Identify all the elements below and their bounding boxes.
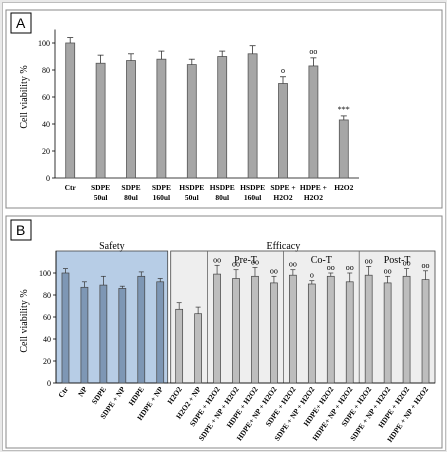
panel-b-bar	[99, 284, 108, 384]
panel-a-y-tick-label: 80	[42, 66, 50, 75]
panel-b-bar	[175, 308, 184, 384]
panel-a-x-tick-label: SDPE	[121, 183, 140, 192]
panel-b-x-tick-label: NP	[76, 385, 89, 399]
panel-b-bar	[364, 274, 373, 384]
group-label: Pre-T	[234, 255, 257, 266]
panel-a-bar	[156, 58, 167, 179]
panel-b-border	[5, 215, 443, 449]
panel-a-y-tick-label: 0	[46, 174, 50, 183]
panel-b-bar	[137, 275, 146, 384]
panel-a-bar	[338, 119, 349, 179]
panel-a-x-tick-label: H2O2	[273, 193, 292, 202]
efficacy-background	[170, 250, 436, 384]
panel-b-y-tick-label: 60	[43, 313, 51, 322]
panel-b-bar	[289, 274, 297, 384]
panel-a-y-tick-label: 20	[42, 147, 50, 156]
panel-a-bar	[247, 53, 258, 179]
panel-b-bar	[194, 313, 202, 384]
group-label: Post-T	[384, 255, 411, 266]
panel-a-label: A	[16, 15, 26, 31]
panel-a-significance-mark: oo	[309, 47, 317, 56]
panel-b-label: B	[16, 222, 25, 238]
panel-a-bar	[65, 42, 76, 179]
panel-b-significance-mark: oo	[270, 266, 278, 275]
panel-a-x-tick-label: 80ul	[215, 193, 229, 202]
panel-b-significance-mark: oo	[251, 258, 259, 267]
group-label: Efficacy	[267, 241, 301, 252]
panel-b-bar	[421, 279, 430, 384]
panel-a-label-box	[10, 12, 32, 34]
panel-a-y-tick-label: 100	[38, 39, 50, 48]
panel-b-x-tick-label: SDPE	[90, 385, 108, 406]
group-label: Safety	[99, 241, 125, 252]
panel-a-x-tick-label: 160ul	[244, 193, 262, 202]
panel-b-bar	[232, 278, 240, 384]
panel-b-x-tick-label: H2O2	[165, 385, 184, 406]
panel-b-bar	[402, 275, 411, 384]
panel-a-y-tick-label: 60	[42, 93, 50, 102]
panel-a-x-tick-label: 160ul	[153, 193, 171, 202]
panel-a-x-tick-label: HDPE +	[300, 183, 327, 192]
panel-a-x-tick-label: SDPE +	[270, 183, 295, 192]
panel-a-bar	[95, 62, 106, 179]
panel-a-bar	[186, 64, 197, 179]
panel-a-significance-mark: ***	[338, 105, 350, 114]
panel-a-x-tick-label: HSDPE	[210, 183, 235, 192]
panel-b-y-tick-label: 100	[39, 269, 51, 278]
panel-b-y-tick-label: 80	[43, 291, 51, 300]
panel-a-significance-mark: o	[281, 66, 285, 75]
panel-b-y-axis-title: Cell viability %	[19, 289, 30, 352]
panel-b-label-box	[10, 219, 32, 241]
panel-a-bar	[217, 56, 228, 179]
panel-b-significance-mark: oo	[327, 263, 335, 272]
panel-a-x-tick-label: Ctr	[65, 183, 77, 192]
panel-b-bar	[251, 275, 259, 384]
panel-b-bar	[213, 273, 221, 384]
panel-a-border	[5, 9, 443, 209]
panel-b-x-tick-label: HDPE	[127, 385, 146, 407]
panel-a-x-tick-label: H2O2	[304, 193, 323, 202]
group-label: Co-T	[311, 255, 332, 266]
panel-a-bar	[126, 60, 136, 179]
panel-b-significance-mark: o	[310, 271, 314, 280]
panel-b-bar	[61, 272, 70, 384]
panel-b-bar	[383, 282, 392, 384]
panel-b-y-tick-label: 40	[43, 335, 51, 344]
panel-b-bar	[270, 282, 278, 384]
panel-b-significance-mark: oo	[213, 255, 221, 264]
panel-a-x-tick-label: SDPE	[152, 183, 171, 192]
panel-b-bar	[118, 288, 127, 384]
panel-a-x-tick-label: 80ul	[124, 193, 138, 202]
panel-b-significance-mark: oo	[403, 259, 411, 268]
panel-a-x-tick-label: SDPE	[91, 183, 110, 192]
panel-b-bar	[80, 286, 89, 384]
panel-b-significance-mark: oo	[384, 266, 392, 275]
panel-a-x-tick-label: 50ul	[185, 193, 199, 202]
panel-b-significance-mark: oo	[232, 260, 240, 269]
panel-a-x-tick-label: HSDPE	[240, 183, 265, 192]
panel-b-bar	[156, 281, 165, 384]
panel-a-y-axis-title: Cell viability %	[19, 65, 30, 128]
panel-b-significance-mark: oo	[365, 256, 373, 265]
panel-b-y-tick-label: 0	[47, 379, 51, 388]
panel-a-bar	[308, 65, 319, 179]
panel-b-y-tick-label: 20	[43, 357, 51, 366]
panel-a-bar	[278, 83, 288, 179]
safety-background	[55, 250, 169, 384]
panel-b-significance-mark: oo	[289, 260, 297, 269]
panel-b-bar	[326, 275, 335, 384]
panel-b-bar	[345, 281, 354, 384]
panel-a-x-tick-label: H2O2	[334, 183, 353, 192]
panel-b-significance-mark: oo	[422, 261, 430, 270]
panel-b-x-tick-label: Ctr	[56, 384, 70, 399]
panel-a-y-tick-label: 40	[42, 120, 50, 129]
panel-a-x-tick-label: HSDPE	[179, 183, 204, 192]
panel-b-bar	[307, 283, 316, 384]
panel-b-significance-mark: oo	[346, 263, 354, 272]
panel-a-x-tick-label: 50ul	[94, 193, 108, 202]
